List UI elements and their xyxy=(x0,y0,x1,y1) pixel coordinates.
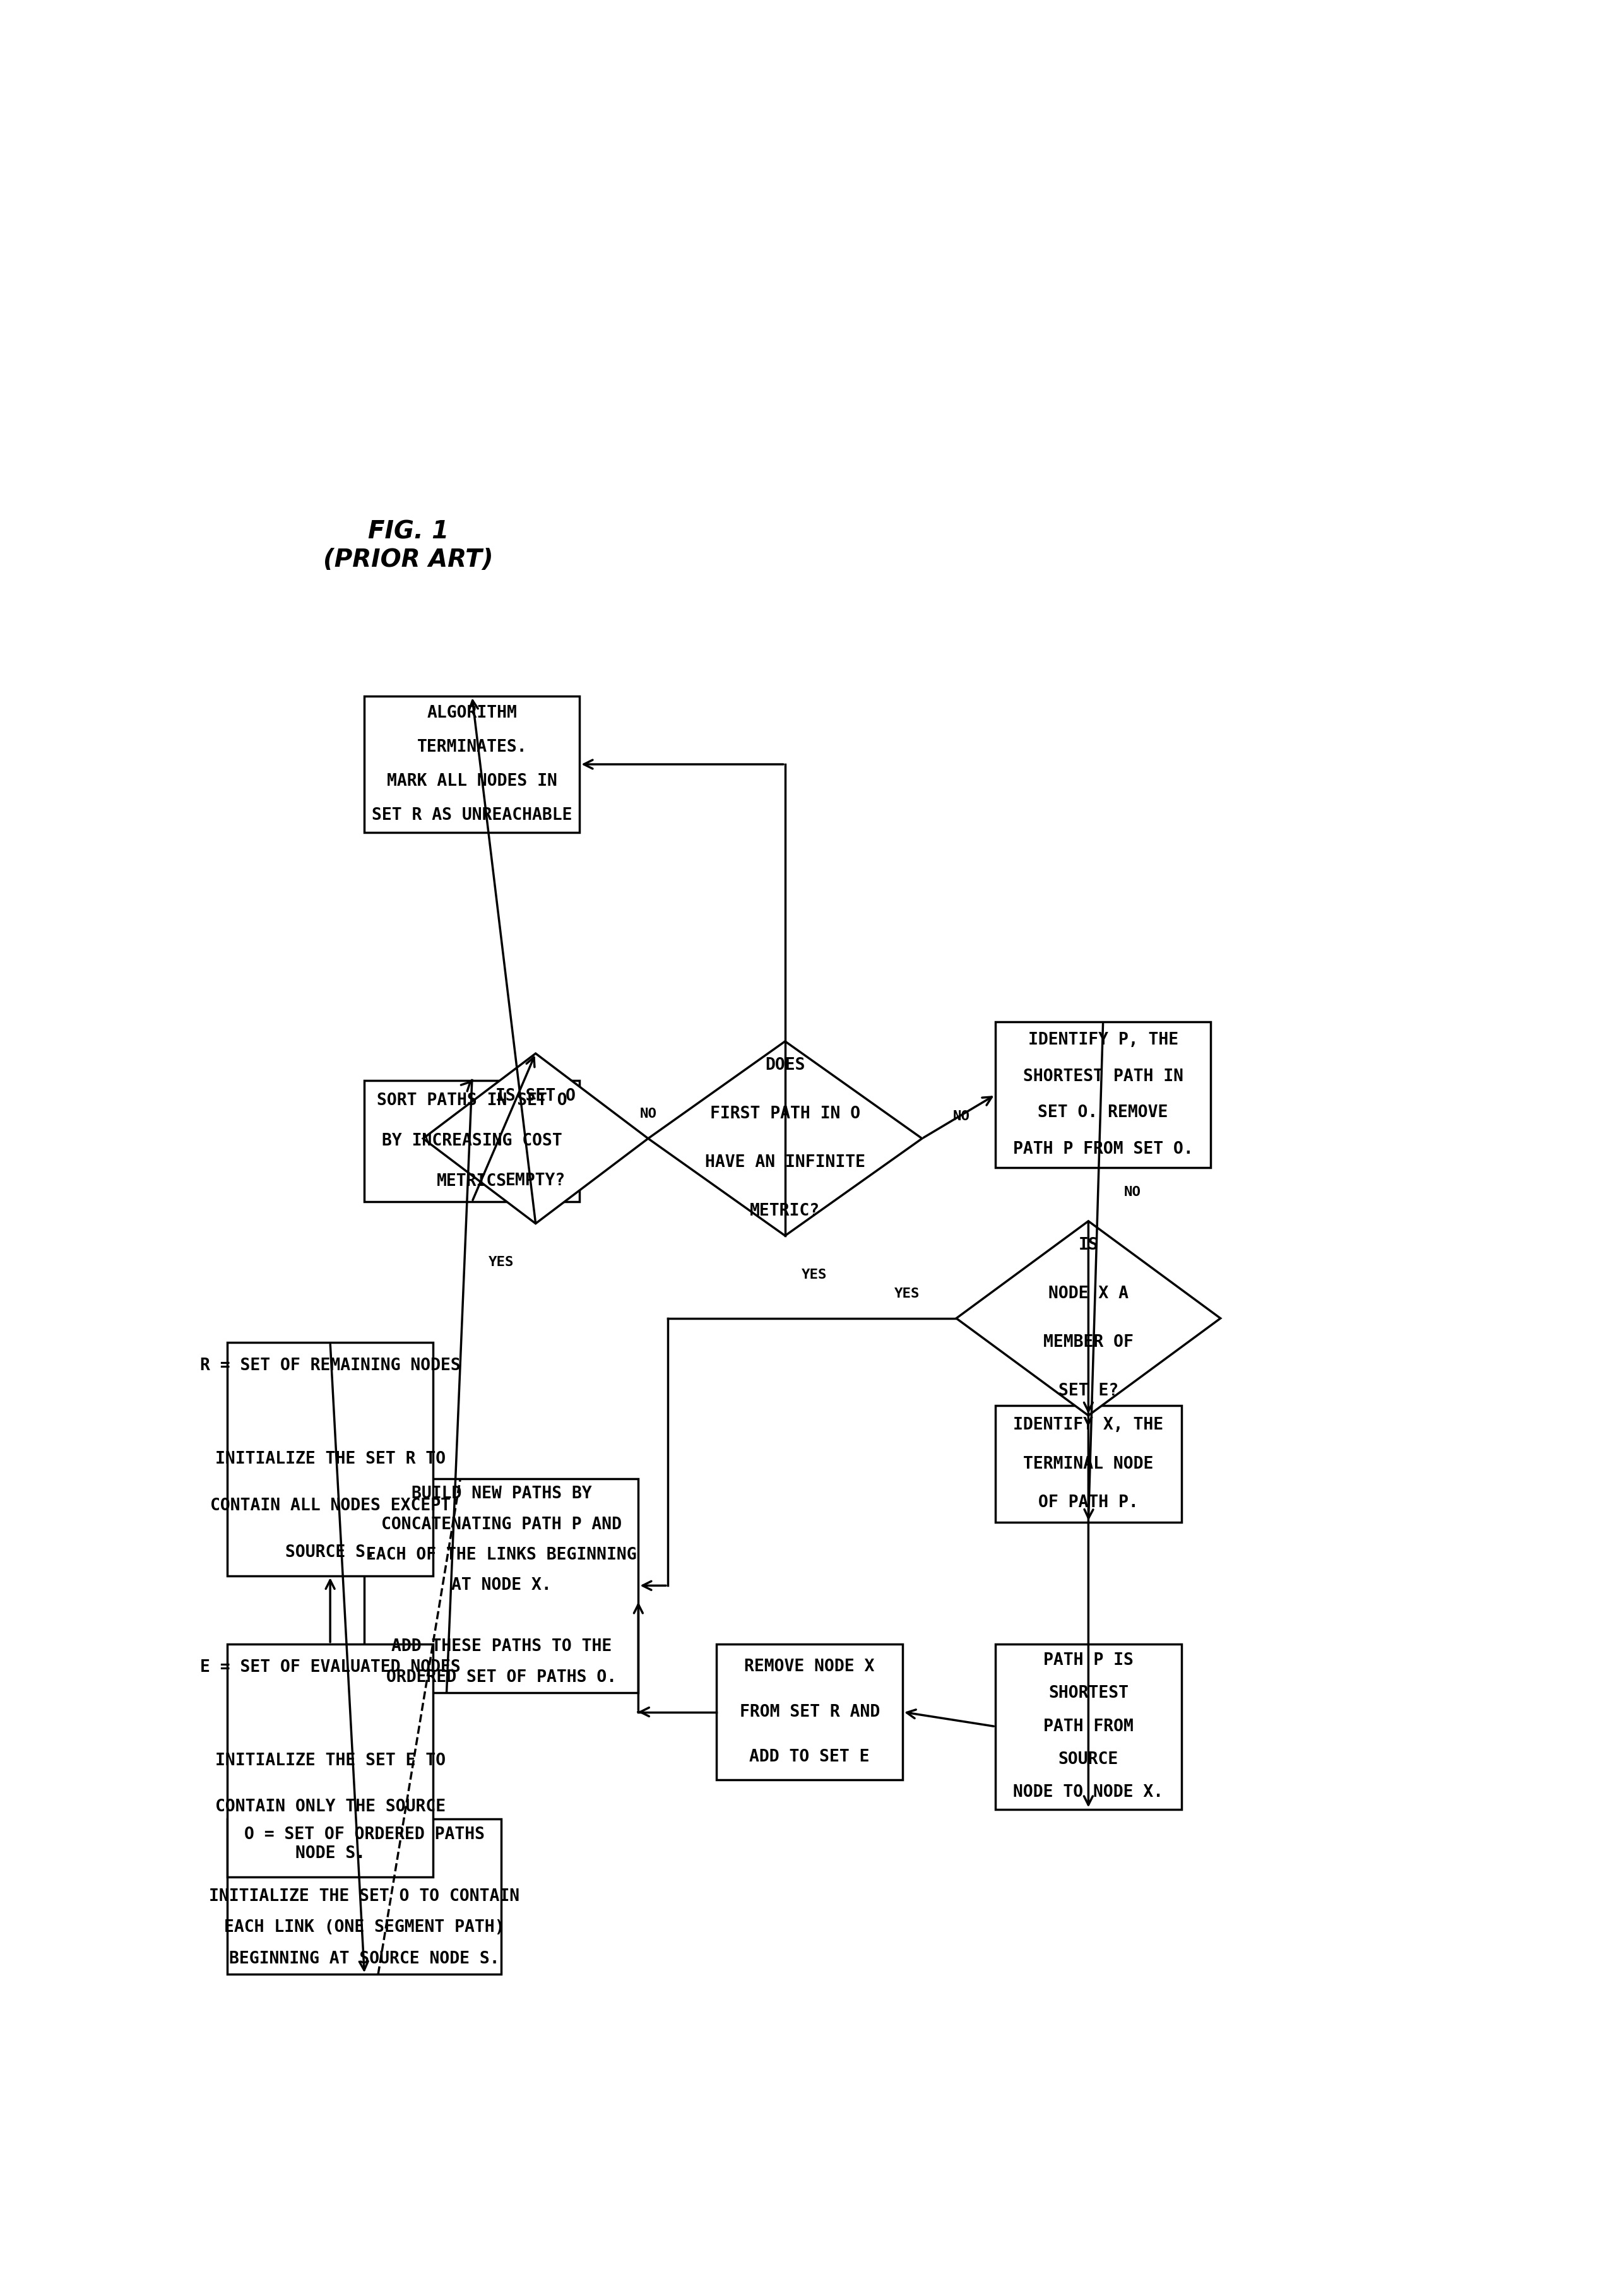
Text: ADD THESE PATHS TO THE: ADD THESE PATHS TO THE xyxy=(391,1639,612,1655)
Text: ORDERED SET OF PATHS O.: ORDERED SET OF PATHS O. xyxy=(387,1668,617,1686)
Text: CONTAIN ONLY THE SOURCE: CONTAIN ONLY THE SOURCE xyxy=(214,1798,445,1816)
Text: NODE X A: NODE X A xyxy=(1049,1285,1129,1301)
Text: O = SET OF ORDERED PATHS: O = SET OF ORDERED PATHS xyxy=(244,1825,484,1844)
Text: IDENTIFY X, THE: IDENTIFY X, THE xyxy=(1013,1418,1163,1433)
Text: ADD TO SET E: ADD TO SET E xyxy=(749,1748,870,1766)
Text: METRIC?: METRIC? xyxy=(750,1203,820,1219)
Text: SORT PATHS IN SET O: SORT PATHS IN SET O xyxy=(377,1092,567,1108)
Text: R = SET OF REMAINING NODES: R = SET OF REMAINING NODES xyxy=(200,1358,461,1374)
Text: NODE TO NODE X.: NODE TO NODE X. xyxy=(1013,1784,1163,1800)
FancyBboxPatch shape xyxy=(227,1819,502,1974)
Text: OF PATH P.: OF PATH P. xyxy=(1038,1495,1138,1511)
Text: TERMINAL NODE: TERMINAL NODE xyxy=(1023,1456,1153,1472)
Text: NO: NO xyxy=(640,1108,656,1121)
FancyBboxPatch shape xyxy=(996,1406,1181,1522)
Text: FIRST PATH IN O: FIRST PATH IN O xyxy=(710,1105,861,1124)
Text: BY INCREASING COST: BY INCREASING COST xyxy=(382,1133,562,1149)
Text: CONCATENATING PATH P AND: CONCATENATING PATH P AND xyxy=(382,1516,622,1534)
Text: EACH OF THE LINKS BEGINNING: EACH OF THE LINKS BEGINNING xyxy=(365,1547,637,1563)
Text: NO: NO xyxy=(953,1110,970,1124)
Text: MEMBER OF: MEMBER OF xyxy=(1043,1335,1134,1351)
Text: CONTAIN ALL NODES EXCEPT: CONTAIN ALL NODES EXCEPT xyxy=(209,1497,450,1513)
Text: SOURCE S.: SOURCE S. xyxy=(286,1545,375,1561)
Polygon shape xyxy=(648,1042,922,1235)
Text: HAVE AN INFINITE: HAVE AN INFINITE xyxy=(705,1155,866,1171)
FancyBboxPatch shape xyxy=(227,1643,434,1878)
FancyBboxPatch shape xyxy=(716,1643,903,1780)
Text: ALGORITHM: ALGORITHM xyxy=(427,704,516,722)
Text: SET E?: SET E? xyxy=(1059,1383,1119,1399)
Text: SOURCE: SOURCE xyxy=(1059,1750,1119,1769)
Text: SET R AS UNREACHABLE: SET R AS UNREACHABLE xyxy=(372,807,572,823)
Text: DOES: DOES xyxy=(765,1057,806,1073)
Text: YES: YES xyxy=(802,1267,827,1281)
Text: E = SET OF EVALUATED NODES: E = SET OF EVALUATED NODES xyxy=(200,1659,461,1675)
Text: INITIALIZE THE SET E TO: INITIALIZE THE SET E TO xyxy=(214,1753,445,1769)
Text: SHORTEST: SHORTEST xyxy=(1049,1684,1129,1702)
Text: AT NODE X.: AT NODE X. xyxy=(451,1577,552,1593)
Text: BUILD NEW PATHS BY: BUILD NEW PATHS BY xyxy=(411,1486,591,1502)
Polygon shape xyxy=(424,1053,648,1224)
Text: BEGINNING AT SOURCE NODE S.: BEGINNING AT SOURCE NODE S. xyxy=(229,1951,500,1967)
Text: NODE S.: NODE S. xyxy=(296,1846,365,1862)
Text: YES: YES xyxy=(489,1256,515,1269)
Text: REMOVE NODE X: REMOVE NODE X xyxy=(744,1659,875,1675)
Text: EMPTY?: EMPTY? xyxy=(505,1174,565,1190)
Text: YES: YES xyxy=(895,1288,921,1301)
Text: FIG. 1
(PRIOR ART): FIG. 1 (PRIOR ART) xyxy=(323,520,494,572)
Text: IS SET O: IS SET O xyxy=(495,1087,575,1105)
Text: NO: NO xyxy=(1124,1185,1142,1199)
FancyBboxPatch shape xyxy=(364,1479,638,1693)
Text: SHORTEST PATH IN: SHORTEST PATH IN xyxy=(1023,1069,1184,1085)
Text: IS: IS xyxy=(1078,1237,1098,1253)
Text: EACH LINK (ONE SEGMENT PATH): EACH LINK (ONE SEGMENT PATH) xyxy=(224,1919,505,1935)
Text: IDENTIFY P, THE: IDENTIFY P, THE xyxy=(1028,1032,1177,1048)
Text: PATH P FROM SET O.: PATH P FROM SET O. xyxy=(1013,1142,1194,1158)
Text: TERMINATES.: TERMINATES. xyxy=(417,738,528,757)
Text: INITIALIZE THE SET R TO: INITIALIZE THE SET R TO xyxy=(214,1452,445,1468)
Polygon shape xyxy=(957,1222,1221,1415)
Text: SET O. REMOVE: SET O. REMOVE xyxy=(1038,1105,1168,1121)
Text: INITIALIZE THE SET O TO CONTAIN: INITIALIZE THE SET O TO CONTAIN xyxy=(209,1889,520,1905)
Text: FROM SET R AND: FROM SET R AND xyxy=(739,1705,880,1721)
FancyBboxPatch shape xyxy=(364,1080,580,1201)
Text: METRICS: METRICS xyxy=(437,1174,507,1190)
FancyBboxPatch shape xyxy=(996,1643,1181,1810)
Text: MARK ALL NODES IN: MARK ALL NODES IN xyxy=(387,773,557,789)
FancyBboxPatch shape xyxy=(996,1021,1210,1167)
Text: PATH FROM: PATH FROM xyxy=(1043,1718,1134,1734)
FancyBboxPatch shape xyxy=(364,697,580,832)
Text: PATH P IS: PATH P IS xyxy=(1043,1652,1134,1668)
FancyBboxPatch shape xyxy=(227,1342,434,1575)
